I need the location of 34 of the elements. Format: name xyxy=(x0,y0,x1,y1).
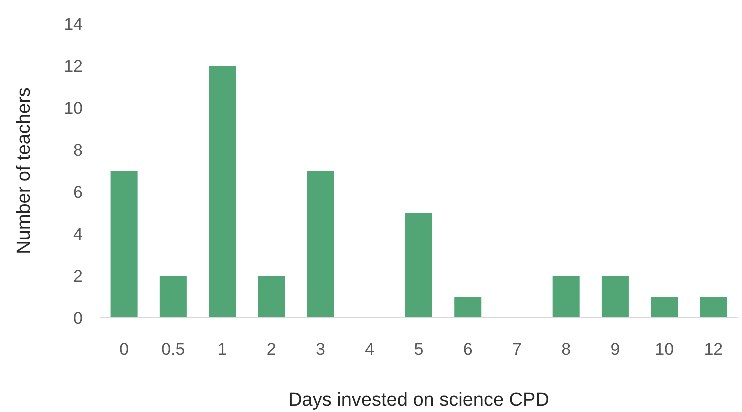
x-tick-label: 6 xyxy=(463,340,473,359)
y-tick-label: 2 xyxy=(74,266,83,286)
y-tick-label: 10 xyxy=(64,98,83,118)
bar xyxy=(454,297,482,318)
bar xyxy=(110,171,138,318)
y-tick-label: 8 xyxy=(74,140,83,160)
x-tick-label: 7 xyxy=(512,340,522,359)
x-tick-label: 1 xyxy=(218,340,228,359)
x-tick-label: 12 xyxy=(704,340,724,359)
bar xyxy=(700,297,728,318)
x-tick-label: 8 xyxy=(562,340,572,359)
x-tick-label: 0.5 xyxy=(162,340,186,359)
bar xyxy=(552,276,580,318)
bar xyxy=(405,213,433,318)
bar xyxy=(209,66,236,318)
y-tick-label: 6 xyxy=(74,182,83,202)
y-tick-label: 14 xyxy=(64,14,83,34)
x-tick-label: 9 xyxy=(610,340,620,359)
x-tick-label: 0 xyxy=(120,340,130,359)
bar xyxy=(258,276,286,318)
x-tick-label: 2 xyxy=(266,340,276,359)
y-tick-label: 4 xyxy=(74,224,83,244)
x-tick-label: 5 xyxy=(414,340,424,359)
bar xyxy=(160,276,187,318)
y-tick-label: 0 xyxy=(74,308,83,328)
bar xyxy=(307,171,334,318)
bar xyxy=(651,297,678,318)
bar xyxy=(602,276,629,318)
x-tick-label: 3 xyxy=(316,340,326,359)
x-tick-label: 10 xyxy=(655,340,674,359)
y-tick-label: 12 xyxy=(64,56,83,76)
x-axis-title: Days invested on science CPD xyxy=(288,390,550,411)
y-axis-title: Number of teachers xyxy=(14,88,35,254)
x-tick-label: 4 xyxy=(365,340,375,359)
